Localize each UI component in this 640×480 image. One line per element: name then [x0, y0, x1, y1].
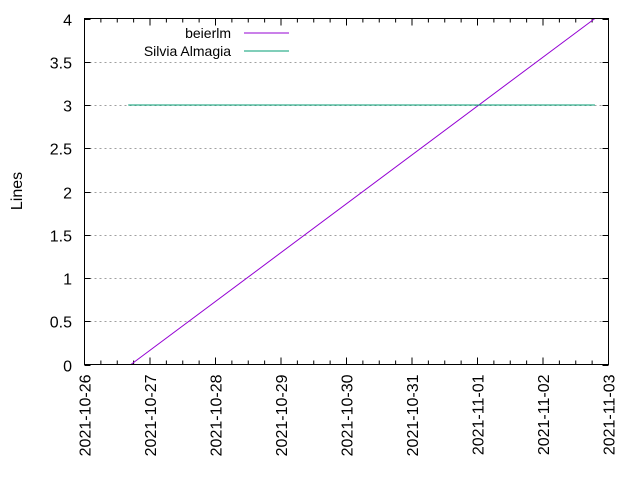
- x-tick-label: 2021-11-01: [471, 374, 488, 455]
- legend: beierlm Silvia Almagia: [144, 25, 289, 59]
- y-gridlines: [84, 62, 609, 322]
- series-line-beierlm: [130, 18, 596, 365]
- x-tick-label: 2021-10-27: [143, 374, 160, 456]
- y-tick-label: 3.5: [50, 56, 72, 73]
- y-tick-label: 2: [63, 186, 72, 203]
- y-tick-label: 2.5: [50, 142, 72, 159]
- x-tick-label: 2021-10-28: [209, 374, 226, 456]
- x-axis-ticks: 2021-10-26 2021-10-27 2021-10-28 2021-10-29…: [78, 18, 619, 456]
- data-series: [128, 18, 596, 365]
- x-tick-label: 2021-11-02: [536, 374, 553, 455]
- y-tick-label: 4: [63, 13, 72, 30]
- y-tick-label: 0.5: [50, 315, 72, 332]
- y-tick-label: 1: [63, 272, 72, 289]
- x-tick-label: 2021-11-03: [602, 374, 619, 455]
- y-tick-label: 3: [63, 99, 72, 116]
- y-tick-label: 1.5: [50, 229, 72, 246]
- y-axis-label: Lines: [9, 172, 26, 210]
- plot-border: [84, 18, 609, 365]
- y-axis-ticks: 0 0.5 1 1.5 2 2.5 3 3.5 4: [50, 13, 609, 376]
- legend-label: beierlm: [185, 25, 231, 41]
- x-tick-label: 2021-10-26: [78, 374, 95, 456]
- y-tick-label: 0: [63, 359, 72, 376]
- x-tick-label: 2021-10-29: [274, 374, 291, 456]
- legend-label: Silvia Almagia: [144, 43, 231, 59]
- x-tick-label: 2021-10-30: [340, 374, 357, 456]
- x-tick-label: 2021-10-31: [405, 374, 422, 456]
